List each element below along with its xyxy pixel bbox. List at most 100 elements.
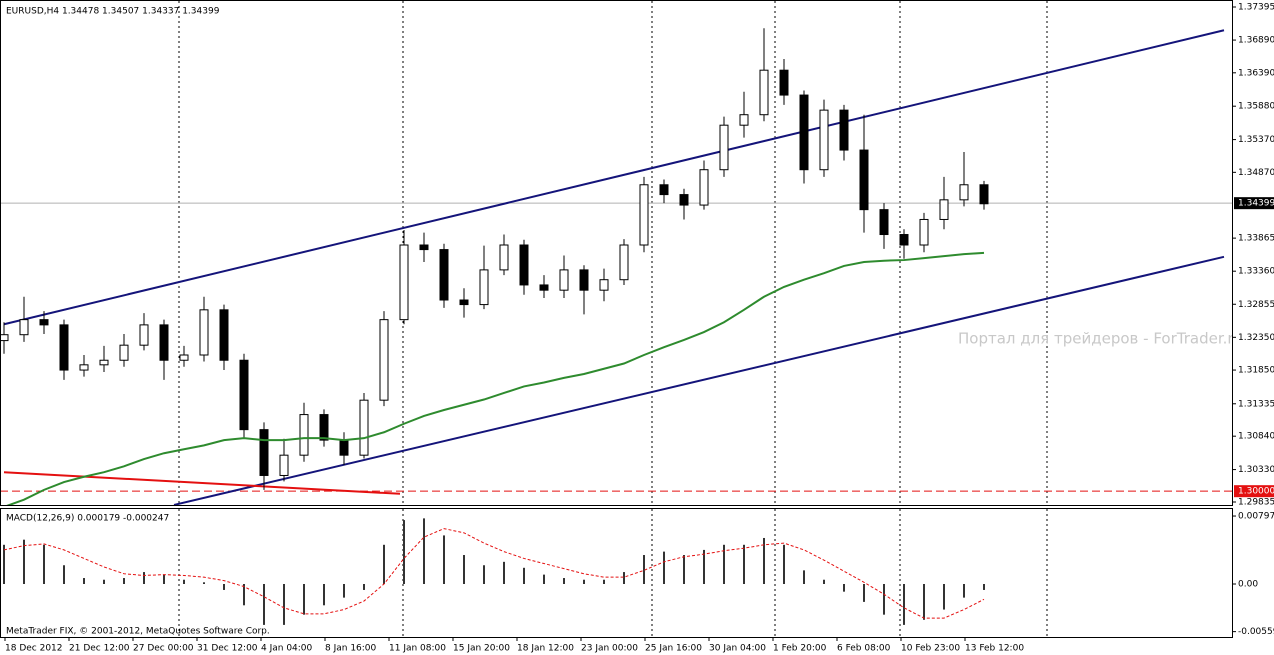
- y-tick-label: 1.30840: [1238, 432, 1274, 442]
- chart-title: EURUSD,H4 1.34478 1.34507 1.34337 1.3439…: [6, 7, 220, 17]
- y-tick-label: 1.36890: [1238, 36, 1274, 46]
- y-tick-label: 1.37395: [1238, 3, 1274, 13]
- watermark: Портал для трейдеров - ForTrader.ru: [958, 330, 1243, 348]
- x-tick-label: 25 Jan 16:00: [645, 644, 702, 654]
- candle-body: [619, 244, 629, 281]
- candle-body: [239, 359, 249, 431]
- candle-body: [439, 249, 449, 301]
- y-tick-label: -0.00559: [1238, 627, 1274, 637]
- trendline: [3, 471, 401, 495]
- candle-body: [819, 109, 829, 171]
- candle-body: [739, 114, 749, 126]
- candle-body: [199, 309, 209, 356]
- candle-body: [679, 194, 689, 206]
- candle-body: [639, 184, 649, 246]
- y-tick-label: 1.32350: [1238, 333, 1274, 343]
- candle-body: [779, 69, 789, 96]
- candle-body: [319, 414, 329, 441]
- copyright: MetaTrader FIX, © 2001-2012, MetaQuotes …: [6, 627, 270, 637]
- candle-body: [19, 319, 29, 336]
- macd-signal: [3, 528, 985, 619]
- moving-average: [6, 251, 985, 505]
- x-tick-label: 15 Jan 20:00: [453, 644, 510, 654]
- x-tick-label: 30 Jan 04:00: [709, 644, 766, 654]
- candle-body: [99, 359, 109, 366]
- candle-body: [799, 94, 809, 171]
- y-tick-label: 1.33865: [1238, 234, 1274, 244]
- candle-body: [159, 324, 169, 361]
- y-tick-label: 1.36390: [1238, 68, 1274, 78]
- macd-plot: [3, 518, 985, 625]
- candle-body: [1, 334, 9, 342]
- candle-body: [579, 269, 589, 291]
- candle-body: [139, 324, 149, 346]
- price-pane: [0, 0, 1233, 506]
- candle-body: [119, 344, 129, 361]
- trendline: [173, 255, 1225, 505]
- candle-body: [879, 209, 889, 236]
- candle-body: [959, 184, 969, 201]
- y-tick-label: 0.00: [1238, 579, 1258, 589]
- macd-pane: [0, 508, 1233, 638]
- x-tick-label: 21 Dec 12:00: [69, 644, 130, 654]
- candle-body: [479, 269, 489, 306]
- candle-body: [839, 109, 849, 151]
- candle-body: [339, 439, 349, 456]
- y-tick-label: 0.007975: [1238, 512, 1274, 522]
- candle-body: [499, 244, 509, 271]
- x-tick-label: 13 Feb 12:00: [965, 644, 1024, 654]
- x-tick-label: 10 Feb 23:00: [901, 644, 960, 654]
- y-tick-label: 1.31335: [1238, 399, 1274, 409]
- x-tick-label: 8 Jan 16:00: [325, 644, 377, 654]
- candle-body: [279, 454, 289, 476]
- candle-body: [399, 244, 409, 321]
- candle-body: [79, 364, 89, 371]
- candle-body: [419, 244, 429, 251]
- candle-body: [219, 309, 229, 361]
- macd-title: MACD(12,26,9) 0.000179 -0.000247: [6, 514, 169, 524]
- candle-body: [379, 319, 389, 401]
- price-plot: Портал для трейдеров - ForTrader.ru: [1, 28, 1243, 505]
- y-tick-label: 1.31850: [1238, 366, 1274, 376]
- candle-body: [539, 284, 549, 291]
- candle-body: [39, 319, 49, 326]
- x-tick-label: 31 Dec 12:00: [197, 644, 258, 654]
- y-tick-label: 1.35880: [1238, 102, 1274, 112]
- candle-body: [59, 324, 69, 371]
- level-label: 1.30000: [1238, 487, 1274, 497]
- candle-body: [559, 269, 569, 291]
- candle-body: [939, 199, 949, 220]
- y-tick-label: 1.33360: [1238, 267, 1274, 277]
- candle-body: [659, 184, 669, 196]
- price-label-bg: [1234, 197, 1274, 210]
- candle-body: [699, 169, 709, 206]
- axes: 1.37395 1.36890 1.36390 1.35880 1.35370 1.348…: [4, 3, 1274, 654]
- y-tick-label: 1.30330: [1238, 465, 1274, 475]
- candle-body: [919, 218, 929, 246]
- x-tick-label: 27 Dec 00:00: [133, 644, 194, 654]
- candle-body: [179, 354, 189, 361]
- price-label: 1.34399: [1238, 199, 1274, 209]
- candle-body: [899, 234, 909, 246]
- candle-body: [459, 299, 469, 306]
- x-tick-label: 18 Jan 12:00: [517, 644, 574, 654]
- y-tick-label: 1.34870: [1238, 168, 1274, 178]
- candle-body: [299, 414, 309, 456]
- candle-body: [359, 399, 369, 456]
- candle-body: [719, 124, 729, 171]
- trendline: [3, 29, 1225, 326]
- y-tick-label: 1.32855: [1238, 300, 1274, 310]
- x-tick-label: 4 Jan 04:00: [261, 644, 313, 654]
- x-tick-label: 11 Jan 08:00: [389, 644, 446, 654]
- x-tick-label: 23 Jan 00:00: [581, 644, 638, 654]
- y-tick-label: 1.29835: [1238, 497, 1274, 507]
- x-tick-label: 1 Feb 20:00: [773, 644, 827, 654]
- candle-body: [259, 429, 269, 476]
- candle-body: [519, 244, 529, 286]
- candle-body: [859, 149, 869, 211]
- y-tick-label: 1.35370: [1238, 135, 1274, 145]
- x-tick-label: 6 Feb 08:00: [837, 644, 891, 654]
- candle-body: [979, 184, 989, 205]
- candle-body: [759, 69, 769, 116]
